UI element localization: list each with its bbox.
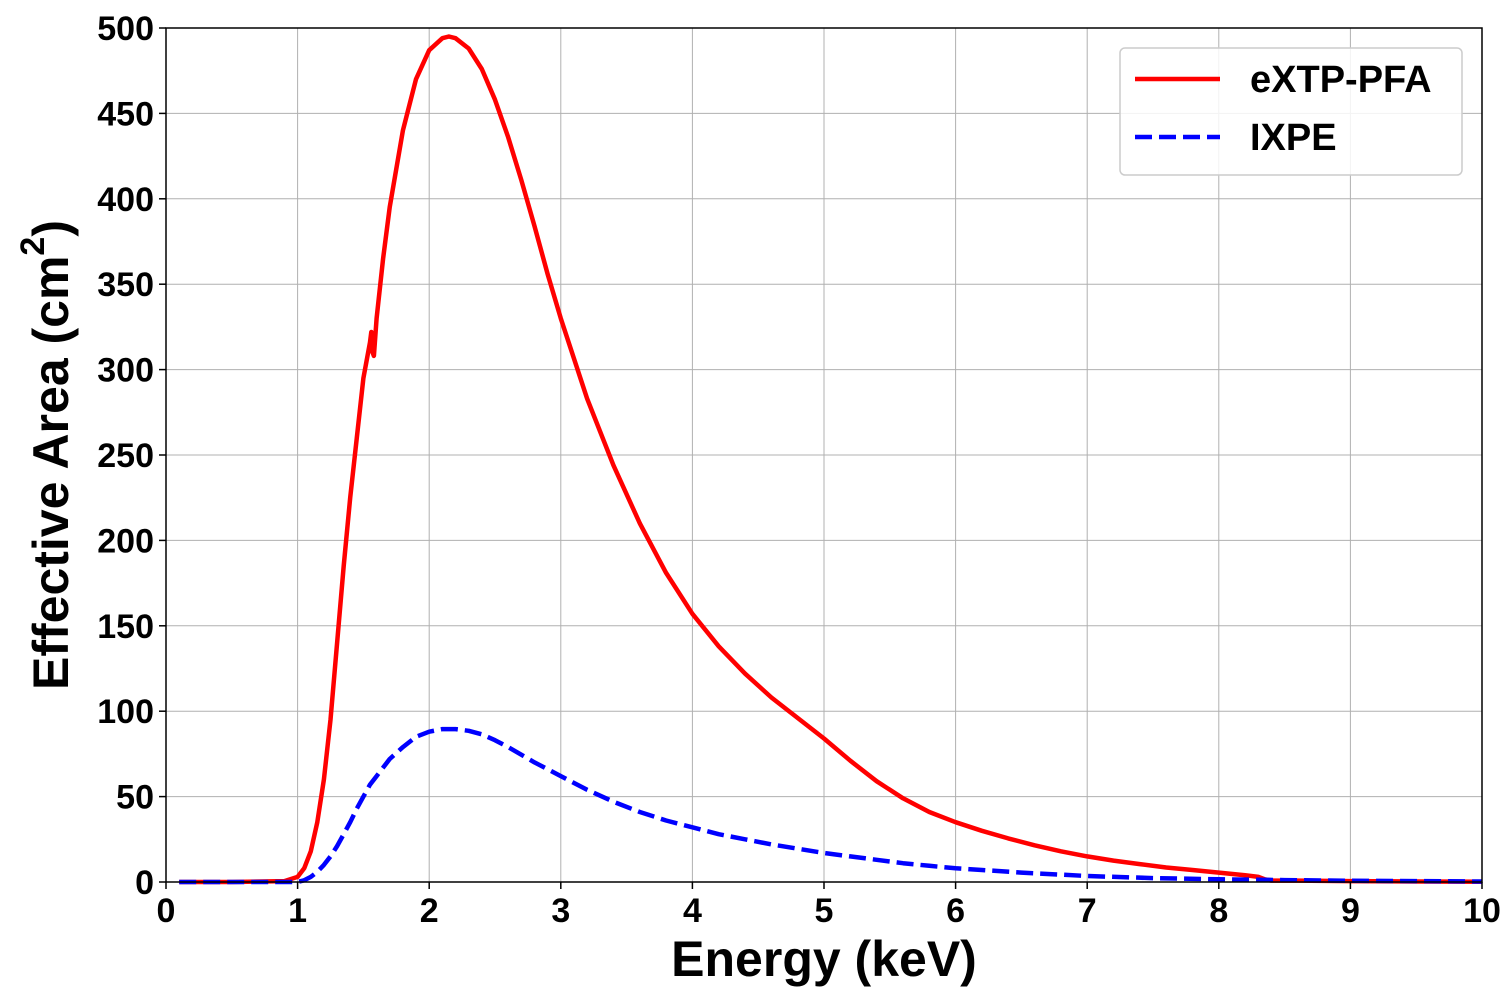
y-tick-label: 450 bbox=[97, 95, 154, 133]
y-tick-labels: 0 50 100 150 200 250 300 350 400 450 500 bbox=[97, 10, 154, 902]
x-tick-label: 7 bbox=[1078, 892, 1097, 930]
x-tick-label: 2 bbox=[420, 892, 439, 930]
legend-label-ixpe: IXPE bbox=[1250, 117, 1337, 159]
y-axis-title-close: ) bbox=[23, 220, 79, 237]
x-tick-label: 9 bbox=[1341, 892, 1360, 930]
x-tick-label: 1 bbox=[288, 892, 307, 930]
y-tick-label: 200 bbox=[97, 522, 154, 560]
y-tick-label: 350 bbox=[97, 266, 154, 304]
legend: eXTP-PFA IXPE bbox=[1119, 47, 1463, 176]
x-tick-labels: 0 1 2 3 4 5 6 7 8 9 10 bbox=[157, 892, 1501, 930]
y-tick-label: 150 bbox=[97, 608, 154, 646]
x-tick-label: 6 bbox=[946, 892, 965, 930]
x-tick-label: 3 bbox=[551, 892, 570, 930]
plot-series bbox=[179, 34, 1483, 885]
series-line-extp-pfa bbox=[179, 34, 1483, 885]
x-tick-label: 10 bbox=[1463, 892, 1501, 930]
legend-label-extp-pfa: eXTP-PFA bbox=[1250, 59, 1432, 101]
y-tick-label: 0 bbox=[135, 864, 154, 902]
x-tick-label: 8 bbox=[1209, 892, 1228, 930]
y-tick-label: 50 bbox=[116, 779, 154, 817]
x-axis-title: Energy (keV) bbox=[671, 931, 977, 987]
x-tick-label: 4 bbox=[683, 892, 702, 930]
y-axis-title-superscript: 2 bbox=[14, 237, 52, 256]
y-tick-label: 250 bbox=[97, 437, 154, 475]
y-tick-label: 500 bbox=[97, 10, 154, 48]
y-axis-title-main: Effective Area (cm bbox=[23, 256, 79, 690]
y-tick-label: 100 bbox=[97, 693, 154, 731]
y-axis-title: Effective Area (cm2) bbox=[14, 220, 79, 690]
y-tick-label: 300 bbox=[97, 352, 154, 390]
x-tick-label: 0 bbox=[157, 892, 176, 930]
axis-ticks bbox=[159, 27, 1483, 889]
series-line-ixpe bbox=[179, 726, 1483, 885]
x-tick-label: 5 bbox=[815, 892, 834, 930]
y-tick-label: 400 bbox=[97, 181, 154, 219]
